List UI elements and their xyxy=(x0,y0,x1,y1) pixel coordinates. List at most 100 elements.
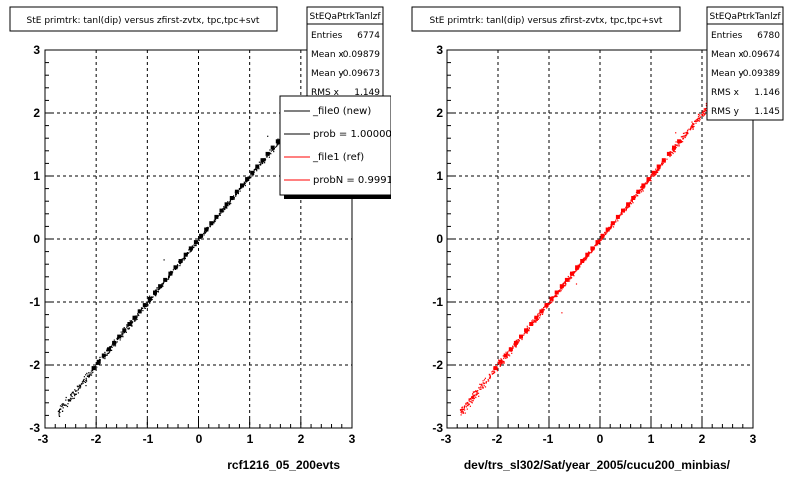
data-point xyxy=(466,408,468,410)
data-point xyxy=(86,380,88,382)
data-point-outlier xyxy=(561,312,563,314)
data-point xyxy=(104,351,106,353)
data-point xyxy=(136,315,138,317)
right-y-tick-label: -3 xyxy=(432,421,443,435)
data-point xyxy=(149,300,151,302)
data-point xyxy=(226,206,228,208)
data-point xyxy=(131,323,133,325)
data-point xyxy=(543,306,545,309)
data-point xyxy=(465,406,467,408)
data-point xyxy=(565,284,567,286)
data-point xyxy=(68,400,70,402)
data-point-dense xyxy=(493,366,498,371)
right-x-axis-label: dev/trs_sl302/Sat/year_2005/cucu200_minb… xyxy=(464,458,731,472)
data-point xyxy=(675,144,677,146)
data-point-dense xyxy=(158,284,163,289)
data-point xyxy=(670,154,672,156)
data-point xyxy=(153,294,155,296)
data-point xyxy=(151,296,153,299)
data-point xyxy=(585,257,587,259)
data-point xyxy=(534,320,536,322)
data-point xyxy=(159,287,161,290)
data-point xyxy=(194,244,196,246)
data-point-dense xyxy=(270,145,275,150)
data-point xyxy=(71,393,73,395)
data-point xyxy=(563,285,565,287)
data-point xyxy=(620,213,622,215)
data-point xyxy=(143,307,145,309)
data-point-dense xyxy=(234,189,239,194)
right-stats-value: -0.09389 xyxy=(740,69,781,79)
data-point xyxy=(239,188,241,190)
data-point-dense xyxy=(219,208,224,213)
data-point xyxy=(479,388,481,390)
data-point xyxy=(481,384,483,386)
data-point xyxy=(116,341,118,343)
data-point xyxy=(678,144,680,146)
data-point xyxy=(484,386,487,388)
data-point xyxy=(526,327,528,329)
data-point xyxy=(270,150,272,152)
data-point xyxy=(506,357,508,359)
data-point-dense xyxy=(112,340,117,345)
data-point xyxy=(526,332,528,334)
data-point xyxy=(575,269,577,271)
data-point xyxy=(85,374,87,376)
data-point xyxy=(172,269,174,271)
data-point xyxy=(106,353,108,355)
data-point xyxy=(239,190,241,192)
data-point xyxy=(122,335,124,337)
data-point xyxy=(209,225,211,227)
data-point xyxy=(645,183,647,185)
data-point-dense xyxy=(265,151,270,156)
data-point xyxy=(126,324,128,326)
data-point-dense xyxy=(229,196,234,200)
data-point xyxy=(184,257,186,260)
data-point xyxy=(610,227,612,229)
data-point xyxy=(142,307,144,309)
data-point-dense xyxy=(96,359,101,364)
data-point xyxy=(244,182,246,185)
data-point-dense xyxy=(193,240,198,245)
data-point xyxy=(656,171,658,173)
right-y-tick-label: 3 xyxy=(436,43,443,57)
data-point xyxy=(186,252,188,254)
data-point xyxy=(73,393,75,395)
data-point xyxy=(61,405,63,407)
legend-label: _file0 (new) xyxy=(312,106,371,117)
data-point xyxy=(62,403,64,405)
data-point xyxy=(488,377,491,379)
data-point xyxy=(141,308,143,310)
data-point xyxy=(473,391,475,393)
left-stats-label: Mean x xyxy=(311,50,344,60)
left-x-tick-label: -1 xyxy=(143,432,154,446)
data-point-dense xyxy=(214,214,219,219)
data-point xyxy=(203,231,206,233)
data-point xyxy=(471,396,473,398)
data-point xyxy=(584,257,586,259)
data-point xyxy=(89,372,91,374)
right-chart-title: StE primtrk: tanl(dip) versus zfirst-zvt… xyxy=(430,16,663,26)
data-point xyxy=(89,375,91,377)
data-point xyxy=(701,114,704,116)
data-point xyxy=(644,182,646,184)
legend-box xyxy=(279,95,392,196)
right-stats-value: 6780 xyxy=(757,31,780,41)
data-point xyxy=(611,224,613,226)
data-point xyxy=(85,380,87,382)
data-point xyxy=(540,313,542,316)
data-point xyxy=(601,237,603,239)
data-point xyxy=(485,382,487,384)
data-point-dense xyxy=(580,259,585,263)
data-point xyxy=(476,393,478,395)
data-point xyxy=(578,265,580,267)
data-point-dense xyxy=(519,334,523,339)
data-point xyxy=(686,134,688,136)
data-point xyxy=(199,237,201,239)
data-point xyxy=(256,168,258,170)
data-point xyxy=(568,277,570,279)
left-stats-value: -0.09879 xyxy=(340,50,381,60)
data-point-dense xyxy=(605,227,610,232)
data-point xyxy=(58,413,60,415)
data-point xyxy=(188,249,190,251)
